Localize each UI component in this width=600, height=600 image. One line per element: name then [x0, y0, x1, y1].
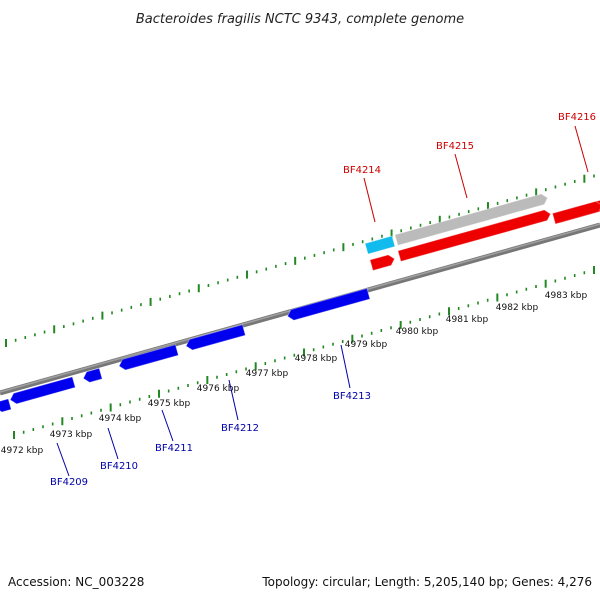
cds-feature-bf4210: [82, 367, 103, 383]
leader-line: [363, 177, 376, 223]
map-title: Bacteroides fragilis NCTC 9343, complete…: [136, 12, 464, 27]
kbp-label: 4972 kbp: [1, 446, 44, 456]
leader-line: [454, 153, 468, 199]
gene-label-reverse[interactable]: BF4213: [333, 391, 371, 402]
inner-tick-ring: [13, 266, 595, 439]
leader-line: [574, 125, 589, 173]
gene-label-reverse[interactable]: BF4209: [50, 477, 88, 488]
leader-line: [56, 442, 70, 477]
kbp-label: 4977 kbp: [246, 369, 289, 379]
position-labels: 4972 kbp 4973 kbp 4974 kbp 4975 kbp 4976 kbp…: [1, 291, 588, 456]
gene-label-reverse[interactable]: BF4210: [100, 461, 138, 472]
kbp-label: 4980 kbp: [396, 327, 439, 337]
kbp-label: 4973 kbp: [50, 430, 93, 440]
cds-feature-bf4215: [397, 209, 552, 263]
rna-feature: [394, 193, 549, 247]
accession-text: Accession: NC_003228: [8, 575, 144, 589]
gene-label-forward[interactable]: BF4215: [436, 141, 474, 152]
kbp-label: 4983 kbp: [545, 291, 588, 301]
leader-line: [228, 379, 239, 421]
cds-feature-extra: [551, 200, 600, 225]
gene-label-reverse[interactable]: BF4212: [221, 423, 259, 434]
leader-line: [340, 344, 351, 389]
gene-labels: BF4214 BF4215 BF4216 BF4209 BF4210 BF4211 BF42…: [50, 112, 596, 488]
kbp-label: 4974 kbp: [99, 414, 142, 424]
gene-label-reverse[interactable]: BF4211: [155, 443, 193, 454]
cds-feature-bf4209: [9, 376, 76, 405]
cds-feature-bf4213: [286, 287, 371, 321]
kbp-label: 4981 kbp: [446, 315, 489, 325]
gene-label-forward[interactable]: BF4214: [343, 165, 381, 176]
cds-feature-bf4212: [185, 324, 246, 351]
cds-feature-bf4214: [369, 254, 396, 272]
topology-text: Topology: circular; Length: 5,205,140 bp…: [261, 575, 592, 589]
feature-track: [0, 193, 600, 413]
cds-feature-bf4211: [118, 344, 179, 371]
kbp-label: 4976 kbp: [197, 384, 240, 394]
outer-tick-ring: [5, 174, 595, 347]
kbp-label: 4975 kbp: [148, 399, 191, 409]
gene-label-forward[interactable]: BF4216: [558, 112, 596, 123]
kbp-label: 4979 kbp: [345, 340, 388, 350]
leader-line: [161, 409, 174, 442]
kbp-label: 4978 kbp: [295, 354, 338, 364]
leader-line: [107, 427, 119, 460]
cds-feature-bf4208: [0, 398, 12, 413]
kbp-label: 4982 kbp: [496, 303, 539, 313]
special-feature: [364, 235, 396, 255]
